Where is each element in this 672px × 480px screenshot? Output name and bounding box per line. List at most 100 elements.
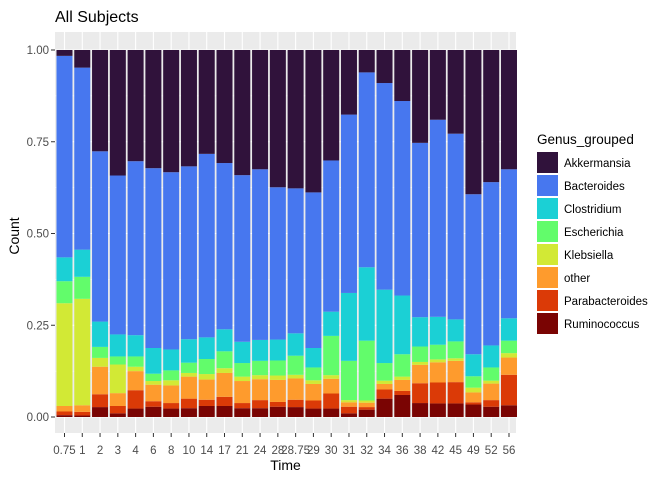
- bar-segment: [305, 383, 322, 401]
- bar-segment: [145, 168, 162, 349]
- bar-segment: [127, 335, 144, 357]
- legend-label: Bacteroides: [564, 181, 625, 193]
- legend-title: Genus_grouped: [537, 132, 634, 147]
- bar-segment: [447, 382, 464, 404]
- bar-segment: [127, 366, 144, 372]
- bar-segment: [376, 398, 393, 417]
- bar-segment: [305, 192, 322, 349]
- x-tick-label: 34: [378, 445, 391, 457]
- bar-segment: [163, 403, 180, 409]
- bar-segment: [216, 372, 233, 397]
- bar-segment: [358, 407, 375, 410]
- bar-segment: [340, 413, 357, 417]
- bar-segment: [269, 50, 286, 188]
- bar-segment: [198, 379, 215, 400]
- bar-segment: [447, 358, 464, 361]
- bar-segment: [500, 405, 517, 417]
- bar-segment: [340, 292, 357, 361]
- bar-segment: [180, 398, 197, 409]
- bar-segment: [358, 400, 375, 403]
- bar-segment: [163, 172, 180, 350]
- x-tick-label: 45: [449, 445, 462, 457]
- bar-segment: [269, 406, 286, 417]
- bar-segment: [358, 50, 375, 73]
- bar-segment: [465, 392, 482, 403]
- bar-segment: [465, 194, 482, 355]
- bar-segment: [180, 166, 197, 340]
- bar-segment: [465, 376, 482, 388]
- bar-segment: [412, 403, 429, 417]
- bar-segment: [163, 380, 180, 386]
- bar-segment: [483, 406, 500, 417]
- bar-segment: [500, 357, 517, 375]
- bar-segment: [412, 50, 429, 143]
- bar-segment: [323, 311, 340, 336]
- x-tick-label: 36: [396, 445, 409, 457]
- bar-segment: [340, 114, 357, 293]
- bar-segment: [198, 405, 215, 417]
- bar-segment: [429, 362, 446, 383]
- bar-segment: [429, 119, 446, 317]
- legend-key: [537, 198, 558, 219]
- bar-segment: [109, 50, 126, 176]
- bar-segment: [145, 50, 162, 169]
- bar-segment: [109, 393, 126, 406]
- bar-segment: [412, 364, 429, 384]
- bar-segment: [412, 317, 429, 347]
- bar-segment: [483, 50, 500, 183]
- bar-segment: [234, 175, 251, 342]
- bar-segment: [483, 182, 500, 346]
- bar-segment: [500, 318, 517, 341]
- legend-key: [537, 175, 558, 196]
- bar-segment: [465, 387, 482, 393]
- bar-segment: [376, 363, 393, 381]
- bar-segment: [358, 409, 375, 417]
- x-tick-label: 17: [218, 445, 231, 457]
- bar-segment: [287, 50, 304, 189]
- x-tick-label: 6: [150, 445, 156, 457]
- bar-segment: [163, 349, 180, 371]
- bar-segment: [287, 333, 304, 356]
- bar-segment: [287, 407, 304, 417]
- bar-segment: [500, 374, 517, 406]
- y-axis: 0.00 0.25 0.50 0.75 1.00: [27, 45, 55, 424]
- bar-segment: [412, 142, 429, 318]
- bar-segment: [252, 169, 269, 340]
- bar-segment: [323, 393, 340, 409]
- bar-segment: [323, 335, 340, 376]
- bar-segment: [216, 368, 233, 373]
- bar-segment: [198, 153, 215, 338]
- bar-segment: [376, 83, 393, 290]
- bar-segment: [323, 375, 340, 379]
- bar-segment: [305, 50, 322, 193]
- bar-segment: [109, 413, 126, 417]
- legend-label: Klebsiella: [564, 250, 614, 262]
- bar-segment: [252, 375, 269, 380]
- bar-segment: [163, 370, 180, 381]
- bar-segment: [340, 360, 357, 401]
- bar-segment: [216, 351, 233, 369]
- bar-segment: [287, 378, 304, 400]
- bar-segment: [109, 175, 126, 335]
- bar-segment: [145, 384, 162, 402]
- x-tick-label: 0.75: [53, 445, 75, 457]
- bar-segment: [216, 163, 233, 330]
- bar-segment: [92, 321, 109, 347]
- bar-segment: [305, 348, 322, 368]
- bar-segment: [198, 399, 215, 406]
- bar-segment: [180, 362, 197, 373]
- bar-segment: [74, 249, 91, 277]
- bar-segment: [483, 367, 500, 381]
- x-tick-label: 32: [360, 445, 373, 457]
- bar-segment: [340, 400, 357, 403]
- bar-segment: [269, 187, 286, 340]
- bar-segment: [127, 50, 144, 162]
- bar-segment: [109, 356, 126, 365]
- bar-segment: [56, 303, 73, 406]
- bar-segment: [74, 405, 91, 412]
- bar-segment: [234, 376, 251, 382]
- bar-segment: [412, 361, 429, 365]
- bar-segment: [74, 298, 91, 406]
